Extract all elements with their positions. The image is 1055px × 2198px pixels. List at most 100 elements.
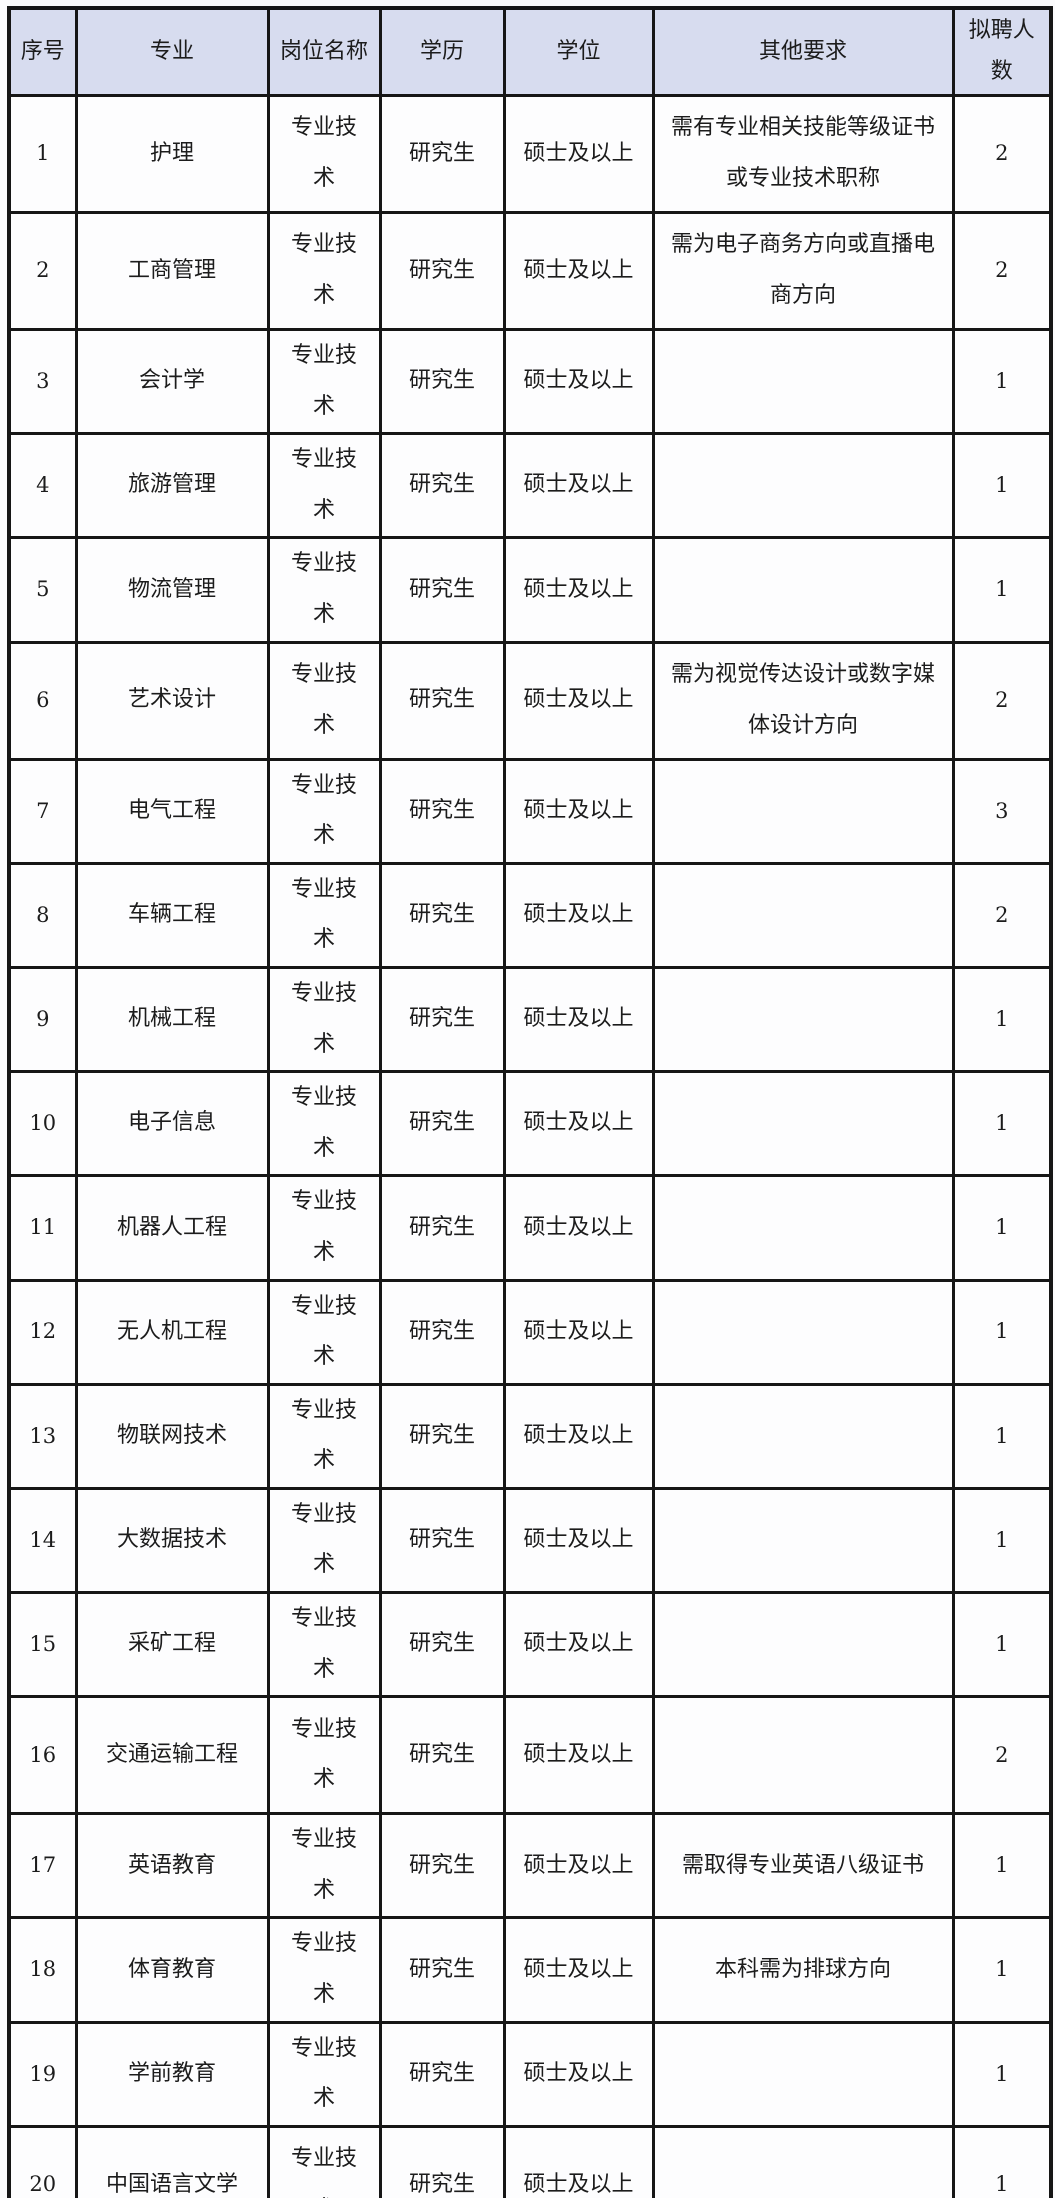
cell-other: 需为电子商务方向或直播电商方向	[651, 211, 955, 331]
cell-index: 1	[7, 94, 78, 214]
cell-education: 研究生	[378, 965, 506, 1074]
cell-count: 1	[951, 1382, 1053, 1490]
table-row: 10 电子信息 专业技术 研究生 硕士及以上 1	[7, 1070, 1053, 1178]
cell-other: 需有专业相关技能等级证书或专业技术职称	[651, 94, 955, 214]
cell-major: 英语教育	[74, 1812, 270, 1920]
cell-degree: 硕士及以上	[502, 640, 655, 761]
cell-other	[651, 1174, 955, 1282]
table-header: 序号 专业 岗位名称 学历 学位 其他要求 拟聘人数	[7, 6, 1053, 97]
table-row: 20 中国语言文学 专业技术 研究生 硕士及以上 1	[7, 2124, 1053, 2198]
cell-other: 需取得专业英语八级证书	[651, 1812, 955, 1920]
cell-major: 电子信息	[74, 1070, 270, 1178]
cell-position: 专业技术	[266, 2020, 382, 2128]
cell-major: 大数据技术	[74, 1486, 270, 1595]
cell-major: 车辆工程	[74, 861, 270, 969]
table-row: 1 护理 专业技术 研究生 硕士及以上 需有专业相关技能等级证书或专业技术职称 …	[7, 94, 1053, 214]
table-row: 4 旅游管理 专业技术 研究生 硕士及以上 1	[7, 432, 1053, 540]
table-row: 17 英语教育 专业技术 研究生 硕士及以上 需取得专业英语八级证书 1	[7, 1812, 1053, 1920]
header-row: 序号 专业 岗位名称 学历 学位 其他要求 拟聘人数	[7, 6, 1053, 97]
cell-count: 1	[951, 1070, 1053, 1178]
cell-position: 专业技术	[266, 1916, 382, 2024]
cell-position: 专业技术	[266, 1812, 382, 1920]
cell-index: 9	[7, 965, 78, 1074]
cell-education: 研究生	[378, 861, 506, 969]
cell-index: 4	[7, 432, 78, 540]
cell-education: 研究生	[378, 1486, 506, 1595]
cell-degree: 硕士及以上	[502, 1695, 655, 1816]
cell-position: 专业技术	[266, 965, 382, 1074]
cell-other: 需为视觉传达设计或数字媒体设计方向	[651, 640, 955, 761]
cell-other	[651, 2124, 955, 2198]
column-header-education: 学历	[378, 6, 506, 97]
column-header-count: 拟聘人数	[951, 6, 1053, 97]
cell-position: 专业技术	[266, 2124, 382, 2198]
cell-position: 专业技术	[266, 432, 382, 540]
cell-index: 7	[7, 757, 78, 865]
cell-count: 1	[951, 327, 1053, 436]
cell-other	[651, 327, 955, 436]
cell-count: 2	[951, 211, 1053, 331]
cell-education: 研究生	[378, 327, 506, 436]
cell-degree: 硕士及以上	[502, 1916, 655, 2024]
cell-major: 会计学	[74, 327, 270, 436]
cell-index: 16	[7, 1695, 78, 1816]
cell-other	[651, 1695, 955, 1816]
cell-other	[651, 1591, 955, 1699]
cell-position: 专业技术	[266, 1591, 382, 1699]
column-header-major: 专业	[74, 6, 270, 97]
cell-index: 5	[7, 536, 78, 644]
cell-major: 护理	[74, 94, 270, 214]
cell-position: 专业技术	[266, 1486, 382, 1595]
cell-count: 1	[951, 1591, 1053, 1699]
cell-education: 研究生	[378, 94, 506, 214]
cell-count: 1	[951, 2124, 1053, 2198]
column-header-degree: 学位	[502, 6, 655, 97]
cell-index: 3	[7, 327, 78, 436]
cell-index: 18	[7, 1916, 78, 2024]
cell-count: 1	[951, 965, 1053, 1074]
cell-index: 10	[7, 1070, 78, 1178]
cell-other	[651, 2020, 955, 2128]
table-row: 7 电气工程 专业技术 研究生 硕士及以上 3	[7, 757, 1053, 865]
cell-degree: 硕士及以上	[502, 1812, 655, 1920]
cell-major: 机器人工程	[74, 1174, 270, 1282]
table-row: 11 机器人工程 专业技术 研究生 硕士及以上 1	[7, 1174, 1053, 1282]
cell-other	[651, 757, 955, 865]
table-row: 19 学前教育 专业技术 研究生 硕士及以上 1	[7, 2020, 1053, 2128]
cell-other	[651, 536, 955, 644]
cell-major: 艺术设计	[74, 640, 270, 761]
table-row: 9 机械工程 专业技术 研究生 硕士及以上 1	[7, 965, 1053, 1074]
cell-index: 8	[7, 861, 78, 969]
cell-position: 专业技术	[266, 640, 382, 761]
cell-position: 专业技术	[266, 94, 382, 214]
table-row: 13 物联网技术 专业技术 研究生 硕士及以上 1	[7, 1382, 1053, 1490]
cell-education: 研究生	[378, 211, 506, 331]
cell-degree: 硕士及以上	[502, 536, 655, 644]
cell-other	[651, 1278, 955, 1386]
cell-index: 19	[7, 2020, 78, 2128]
cell-count: 2	[951, 1695, 1053, 1816]
cell-other	[651, 965, 955, 1074]
cell-index: 2	[7, 211, 78, 331]
cell-other	[651, 1486, 955, 1595]
cell-degree: 硕士及以上	[502, 1174, 655, 1282]
cell-count: 1	[951, 1486, 1053, 1595]
cell-major: 物流管理	[74, 536, 270, 644]
cell-count: 1	[951, 1278, 1053, 1386]
cell-degree: 硕士及以上	[502, 211, 655, 331]
cell-degree: 硕士及以上	[502, 965, 655, 1074]
cell-count: 1	[951, 1916, 1053, 2024]
cell-education: 研究生	[378, 1070, 506, 1178]
column-header-position: 岗位名称	[266, 6, 382, 97]
cell-count: 1	[951, 1174, 1053, 1282]
cell-other	[651, 1382, 955, 1490]
cell-count: 1	[951, 1812, 1053, 1920]
cell-other	[651, 1070, 955, 1178]
cell-major: 机械工程	[74, 965, 270, 1074]
cell-major: 中国语言文学	[74, 2124, 270, 2198]
cell-education: 研究生	[378, 2020, 506, 2128]
cell-degree: 硕士及以上	[502, 432, 655, 540]
cell-degree: 硕士及以上	[502, 1591, 655, 1699]
table-row: 18 体育教育 专业技术 研究生 硕士及以上 本科需为排球方向 1	[7, 1916, 1053, 2024]
cell-position: 专业技术	[266, 861, 382, 969]
